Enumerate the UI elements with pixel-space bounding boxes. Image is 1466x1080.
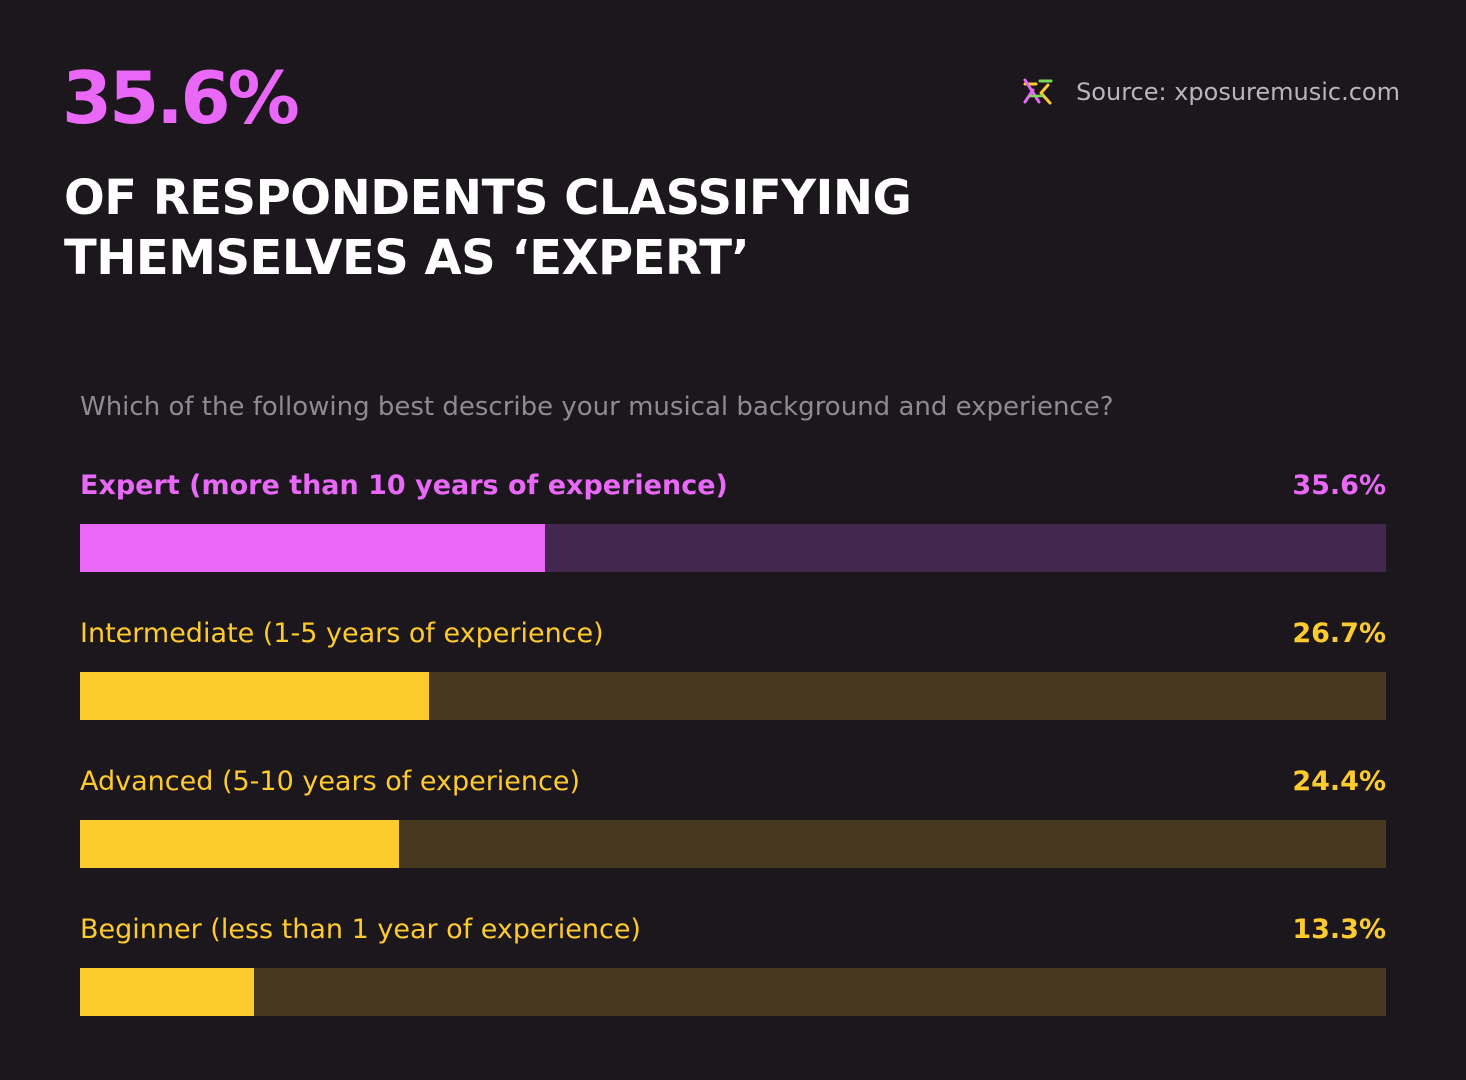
bar-track	[80, 524, 1386, 572]
bar-row: Advanced (5-10 years of experience) 24.4%	[80, 764, 1386, 912]
bar-track	[80, 968, 1386, 1016]
headline-stat: 35.6%	[62, 56, 300, 140]
bar	[80, 968, 254, 1016]
headline-subtitle-line: THEMSELVES AS ‘EXPERT’	[64, 230, 750, 286]
xposure-logo-icon	[1023, 78, 1053, 105]
bar-value-label: 26.7%	[1292, 618, 1386, 649]
headline-subtitle-line: OF RESPONDENTS CLASSIFYING	[64, 170, 912, 226]
bar-value-label: 13.3%	[1292, 914, 1386, 945]
bar-category-label: Advanced (5-10 years of experience)	[80, 766, 581, 797]
headline-subtitle: OF RESPONDENTS CLASSIFYING THEMSELVES AS…	[64, 168, 964, 288]
bar	[80, 524, 545, 572]
bar-category-label: Intermediate (1-5 years of experience)	[80, 618, 604, 649]
source-attribution: Source: xposuremusic.com	[1022, 74, 1400, 110]
bar	[80, 820, 399, 868]
bar-chart: Expert (more than 10 years of experience…	[80, 468, 1386, 1060]
bar-row: Intermediate (1-5 years of experience) 26…	[80, 616, 1386, 764]
bar-value-label: 24.4%	[1292, 766, 1386, 797]
bar-track	[80, 820, 1386, 868]
bar-category-label: Expert (more than 10 years of experience…	[80, 470, 728, 501]
bar-track	[80, 672, 1386, 720]
bar-category-label: Beginner (less than 1 year of experience…	[80, 914, 641, 945]
chart-title: Which of the following best describe you…	[80, 392, 1114, 422]
bar	[80, 672, 429, 720]
source-text: Source: xposuremusic.com	[1076, 78, 1400, 106]
bar-value-label: 35.6%	[1292, 470, 1386, 501]
bar-row: Beginner (less than 1 year of experience…	[80, 912, 1386, 1060]
bar-row: Expert (more than 10 years of experience…	[80, 468, 1386, 616]
